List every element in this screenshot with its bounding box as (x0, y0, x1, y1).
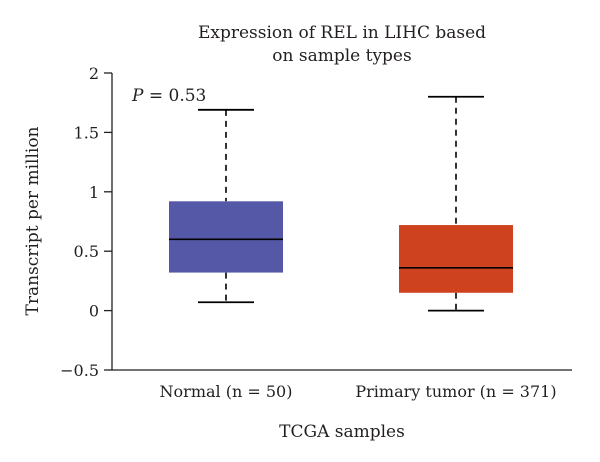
iqr-box (169, 201, 283, 273)
chart-title: Expression of REL in LIHC based on sample… (198, 23, 486, 66)
axes: −0.5 0 0.5 1 1.5 2 Normal (n = 50) Primary tumo… (60, 64, 572, 401)
y-tick-label: −0.5 (60, 361, 99, 380)
x-category-label: Primary tumor (n = 371) (355, 382, 556, 401)
boxes (169, 95, 513, 312)
y-tick-label: 2 (89, 64, 99, 83)
y-tick-label: 0 (89, 302, 99, 321)
p-value-symbol: P (131, 86, 144, 106)
x-axis-label: TCGA samples (279, 422, 405, 442)
box-2 (399, 95, 513, 312)
y-tick-label: 1.5 (74, 123, 99, 142)
p-value-annotation: P = 0.53 (131, 86, 206, 106)
y-tick-label: 0.5 (74, 242, 99, 261)
x-category-label: Normal (n = 50) (160, 382, 293, 401)
chart-title-line-2: on sample types (272, 46, 411, 66)
chart-title-line-1: Expression of REL in LIHC based (198, 23, 486, 43)
p-value-text: = 0.53 (143, 86, 206, 106)
y-axis-label: Transcript per million (23, 126, 43, 315)
y-tick-label: 1 (89, 183, 99, 202)
iqr-box (399, 225, 513, 293)
box-1 (169, 108, 283, 304)
